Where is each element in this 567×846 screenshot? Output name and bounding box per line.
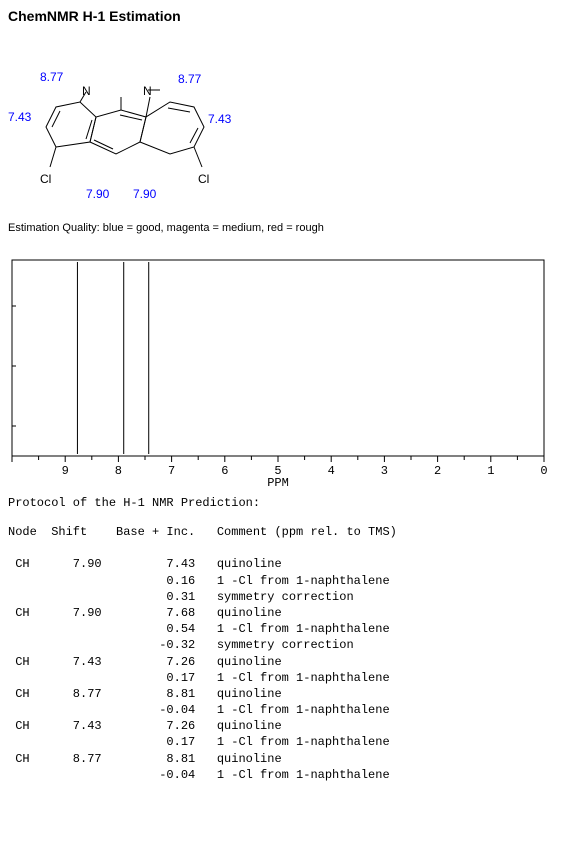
chemical-shift-label: 7.90 — [133, 187, 156, 201]
quality-legend: Estimation Quality: blue = good, magenta… — [8, 222, 559, 234]
svg-text:9: 9 — [62, 464, 69, 478]
atom-label: N — [82, 84, 91, 98]
chemical-shift-label: 7.43 — [8, 110, 31, 124]
svg-text:1: 1 — [487, 464, 494, 478]
chemical-shift-label: 7.43 — [208, 112, 231, 126]
chemical-shift-label: 8.77 — [178, 72, 201, 86]
svg-text:7: 7 — [168, 464, 175, 478]
nmr-spectrum: 9876543210PPM — [8, 256, 548, 486]
svg-text:6: 6 — [221, 464, 228, 478]
atom-label: Cl — [40, 172, 51, 186]
spectrum-svg: 9876543210PPM — [8, 256, 548, 486]
chemical-shift-label: 8.77 — [40, 70, 63, 84]
svg-text:8: 8 — [115, 464, 122, 478]
protocol-table: Node Shift Base + Inc. Comment (ppm rel.… — [8, 524, 559, 783]
chemical-shift-label: 7.90 — [86, 187, 109, 201]
svg-text:3: 3 — [381, 464, 388, 478]
protocol-title: Protocol of the H-1 NMR Prediction: — [8, 496, 559, 510]
page-title: ChemNMR H-1 Estimation — [8, 8, 559, 24]
atom-label: N — [143, 84, 152, 98]
atom-label: Cl — [198, 172, 209, 186]
svg-text:0: 0 — [540, 464, 547, 478]
svg-text:PPM: PPM — [267, 476, 289, 486]
structure-diagram: NNClCl8.778.777.437.437.907.90 — [8, 42, 268, 192]
svg-text:4: 4 — [328, 464, 335, 478]
svg-text:2: 2 — [434, 464, 441, 478]
